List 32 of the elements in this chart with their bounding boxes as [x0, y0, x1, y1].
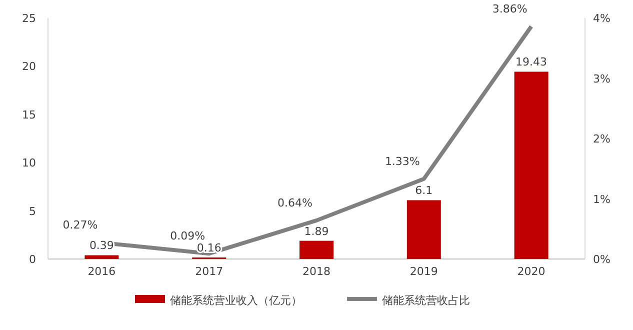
bar [300, 240, 334, 259]
data-label: 0.16 [196, 241, 222, 254]
y-tick-label: 0 [29, 253, 36, 266]
x-tick-label: 2019 [410, 265, 438, 278]
data-label: 3.86% [492, 2, 528, 16]
y-tick-label: 10 [22, 156, 36, 170]
data-label: 19.43 [516, 56, 548, 69]
y2-tick-label: 2% [593, 132, 610, 146]
legend-label: 储能系统营收占比 [382, 294, 470, 307]
x-tick-label: 2016 [88, 265, 116, 278]
x-tick-label: 2018 [302, 265, 330, 278]
legend-label: 储能系统营业收入（亿元） [170, 294, 302, 307]
x-tick-label: 2017 [195, 265, 224, 278]
data-label: 6.1 [415, 184, 433, 198]
x-tick-label: 2020 [517, 265, 546, 278]
bar [514, 72, 548, 259]
bar [84, 255, 119, 259]
y-tick-label: 20 [22, 60, 36, 74]
y2-tick-label: 0% [593, 253, 610, 266]
data-label: 1.89 [304, 224, 329, 238]
data-label: 0.09% [170, 230, 206, 243]
y2-tick-label: 3% [593, 72, 610, 86]
y2-tick-label: 4% [593, 12, 610, 25]
y-tick-label: 25 [22, 12, 36, 25]
data-label: 0.39 [89, 239, 114, 252]
data-label: 0.27% [62, 218, 98, 232]
y-tick-label: 15 [22, 108, 36, 122]
y-tick-label: 5 [29, 204, 36, 218]
data-label: 0.64% [278, 196, 312, 210]
data-label: 1.33% [384, 154, 420, 168]
y2-tick-label: 1% [593, 192, 610, 206]
bar [406, 200, 441, 259]
